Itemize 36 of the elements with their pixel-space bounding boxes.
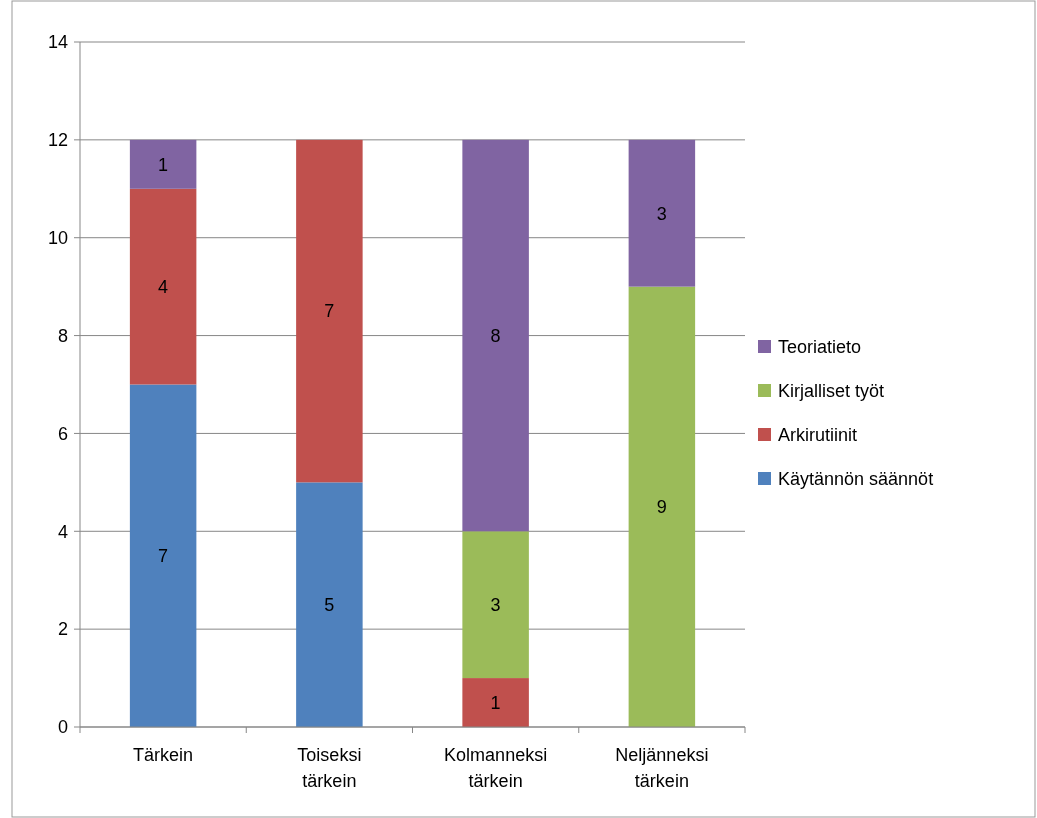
bar — [129, 139, 197, 189]
data-label: 4 — [158, 276, 169, 297]
bar — [129, 384, 197, 727]
x-tick-label: Tärkein — [133, 745, 194, 765]
x-tick-label: Toiseksi tärkein — [297, 745, 362, 791]
y-tick-label: 6 — [57, 423, 68, 444]
bar — [628, 286, 696, 727]
y-tick-label: 14 — [47, 32, 68, 53]
legend-label: Teoriatieto — [778, 337, 862, 358]
x-tick-label: Kolmanneksi tärkein — [444, 745, 548, 791]
bar — [296, 482, 363, 727]
bar — [129, 188, 197, 385]
legend-label: Kirjalliset työt — [778, 381, 885, 402]
data-label: 9 — [656, 497, 667, 518]
y-tick-label: 4 — [57, 521, 68, 542]
bar — [296, 139, 363, 483]
data-label: 1 — [490, 692, 501, 713]
data-label: 1 — [158, 154, 169, 175]
x-tick-label: Neljänneksi tärkein — [615, 745, 709, 791]
data-label: 8 — [490, 325, 501, 346]
y-tick-label: 2 — [57, 619, 68, 640]
bar — [462, 531, 529, 679]
y-tick-label: 12 — [47, 130, 68, 151]
data-label: 7 — [324, 301, 335, 322]
legend-label: Arkirutiinit — [778, 425, 858, 446]
y-tick-label: 10 — [47, 228, 68, 249]
y-tick-label: 0 — [57, 717, 68, 738]
legend-label: Käytännön säännöt — [778, 469, 934, 490]
bar — [462, 678, 529, 727]
data-label: 3 — [656, 203, 667, 224]
data-label: 3 — [490, 594, 501, 615]
bar — [628, 139, 696, 287]
bar — [462, 139, 529, 532]
data-label: 7 — [158, 546, 169, 567]
y-tick-label: 8 — [57, 325, 68, 346]
data-label: 5 — [324, 594, 335, 615]
